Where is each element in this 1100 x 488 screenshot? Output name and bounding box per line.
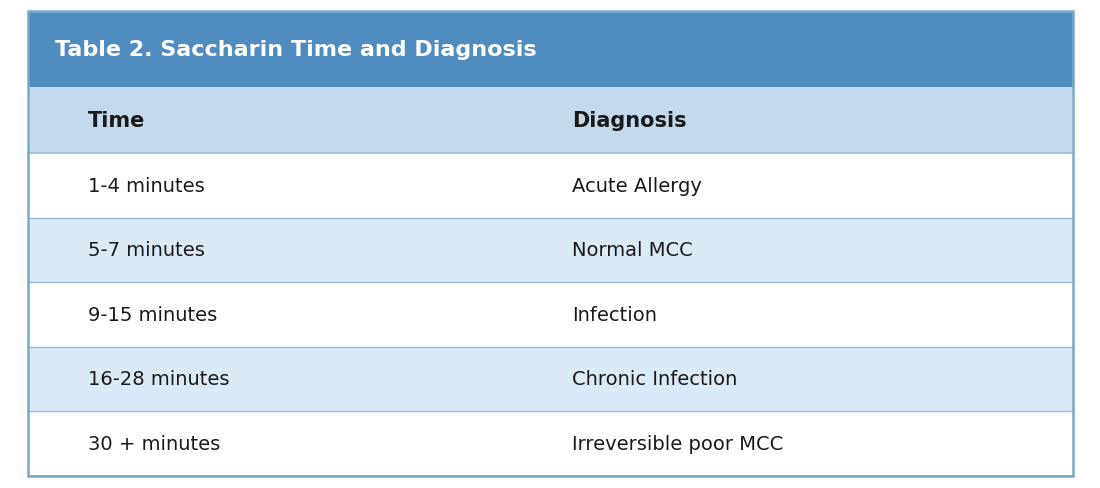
Bar [28,411,1072,476]
Text: 30 + minutes: 30 + minutes [88,434,220,453]
Text: Table 2. Saccharin Time and Diagnosis: Table 2. Saccharin Time and Diagnosis [55,40,537,60]
Text: 16-28 minutes: 16-28 minutes [88,370,230,388]
Text: 1-4 minutes: 1-4 minutes [88,177,205,195]
Text: Acute Allergy: Acute Allergy [572,177,702,195]
Text: Time: Time [88,111,145,131]
Bar [28,218,1072,283]
Text: Diagnosis: Diagnosis [572,111,686,131]
Text: 5-7 minutes: 5-7 minutes [88,241,205,260]
Bar [28,12,1072,88]
Bar [28,283,1072,347]
Bar [28,154,1072,218]
Text: Normal MCC: Normal MCC [572,241,693,260]
Text: 9-15 minutes: 9-15 minutes [88,305,218,324]
Bar [28,88,1072,154]
Text: Chronic Infection: Chronic Infection [572,370,737,388]
Bar [28,347,1072,411]
Text: Infection: Infection [572,305,657,324]
Text: Irreversible poor MCC: Irreversible poor MCC [572,434,783,453]
